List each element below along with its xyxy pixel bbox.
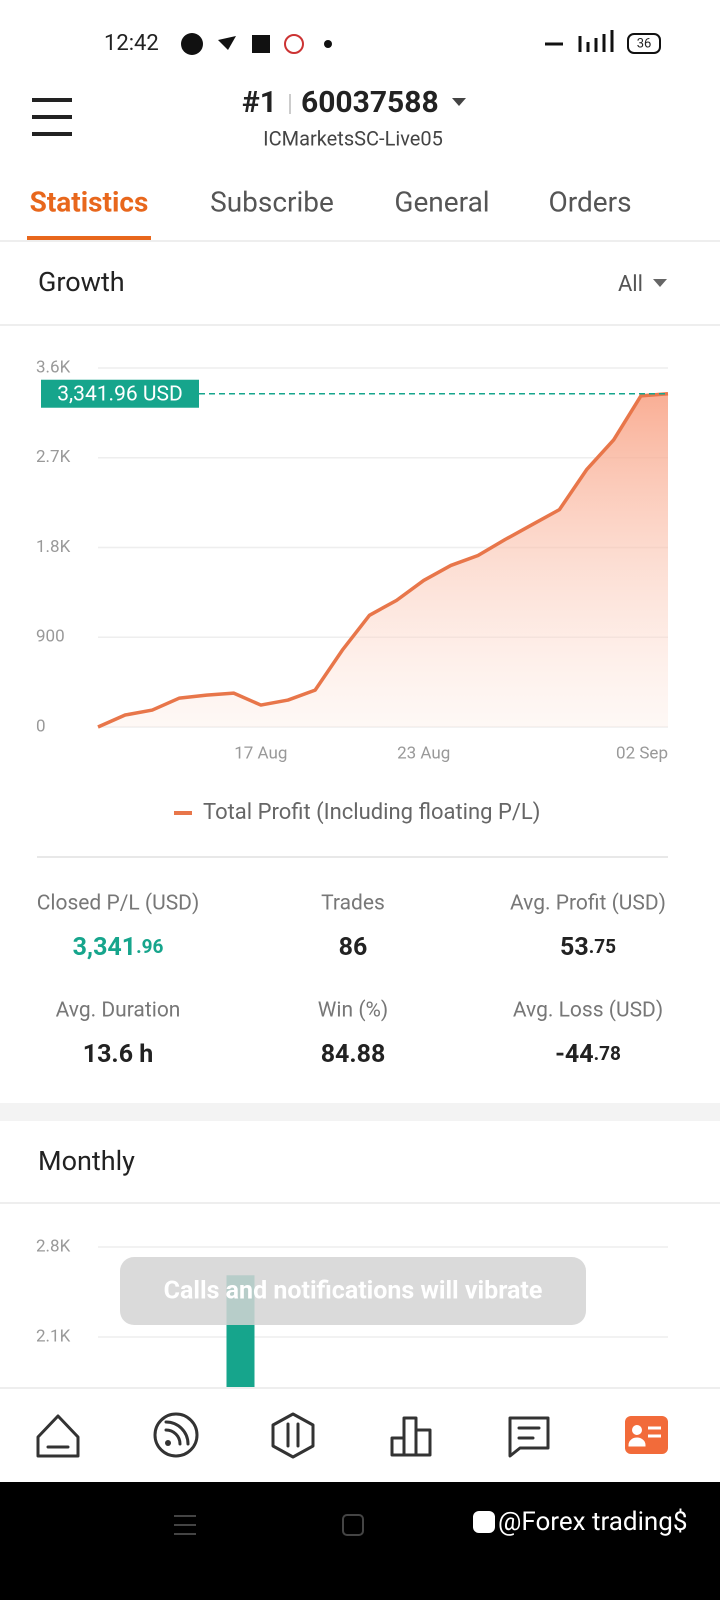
toast-text: Calls and notifications will vibrate [164,1277,543,1306]
stat-value: 84.88 [321,1040,386,1069]
stat-value-fraction: .75 [589,935,616,958]
stat-value-main: 3,341 [73,933,137,962]
growth-chart: 0 900 1.8K 2.7K 3.6K 17 Aug 23 Aug 02 Sep 3,341.… [36,357,669,825]
account-number: #1 [242,85,277,120]
server: ICMarketsSC-Live05 [263,126,443,150]
legend-label: Total Profit (Including floating P/L) [203,800,540,825]
section-title: Growth [38,266,125,298]
account-id[interactable]: 60037588 [301,85,439,120]
stat-label: Win (%) [318,999,388,1023]
tab[interactable]: Subscribe [210,185,334,218]
section-title: Monthly [38,1145,135,1177]
stat-value: 3,341.96 [73,933,164,962]
x-tick-label: 02 Sep [616,743,668,763]
menu-button[interactable] [32,98,72,136]
nav-trade[interactable] [271,1412,315,1459]
y-tick-label: 2.7K [36,447,71,467]
stats: Closed P/L (USD) 3,341.96 Trades 86 Avg. Pro… [37,892,666,1069]
stat-value: 53.75 [560,933,616,962]
stat-value-main: 84.88 [321,1040,386,1069]
toast [120,1257,586,1325]
dropdown-arrow[interactable] [452,98,466,106]
filter-arrow[interactable] [653,279,667,287]
y-tick-label: 2.8K [36,1236,71,1256]
stat-value: 13.6 h [83,1040,154,1069]
section-gap [0,1103,720,1121]
filter[interactable]: All [618,272,643,297]
current-value-label: 3,341.96 USD [57,382,183,406]
y-tick-label: 2.1K [36,1326,71,1346]
nav-charts[interactable] [390,1416,432,1457]
bottom-nav [0,1388,720,1482]
watermark: @Forex trading$ [498,1507,688,1537]
stat-label: Avg. Duration [56,999,181,1023]
stat-label: Avg. Loss (USD) [513,999,663,1023]
y-tick-label: 1.8K [36,537,71,557]
watermark-icon [473,1511,495,1533]
x-tick-label: 17 Aug [234,743,287,763]
stat-value: -44.78 [555,1040,621,1069]
nav-feed[interactable] [153,1412,199,1458]
stat-label: Avg. Profit (USD) [510,892,666,916]
time: 12:42 [104,31,159,56]
tab[interactable]: Orders [548,185,631,218]
y-tick-label: 0 [36,716,46,736]
nav-profile[interactable] [625,1416,668,1454]
stat-value: 86 [339,933,368,962]
tab-indicator [27,236,151,240]
stat-value-main: -44 [555,1040,594,1069]
stat-value-main: 13.6 h [83,1040,154,1069]
y-tick-label: 3.6K [36,357,71,377]
stat-value-main: 53 [560,933,589,962]
tab[interactable]: Statistics [30,185,149,218]
x-tick-label: 23 Aug [397,743,450,763]
status-icons [181,30,661,55]
y-tick-label: 900 [36,627,65,647]
stat-label: Closed P/L (USD) [37,892,200,916]
area [98,393,668,727]
stat-value-main: 86 [339,933,368,962]
tab[interactable]: General [394,185,489,218]
nav-messages[interactable] [508,1416,550,1458]
battery: 36 [637,36,652,51]
nav-home[interactable] [36,1414,80,1458]
stat-label: Trades [321,892,385,916]
current-value-box [41,379,199,408]
system-bar [0,1482,720,1600]
stat-value-fraction: .96 [136,935,163,958]
system-buttons [174,1514,364,1536]
line [97,391,669,729]
stat-value-fraction: .78 [594,1042,621,1065]
